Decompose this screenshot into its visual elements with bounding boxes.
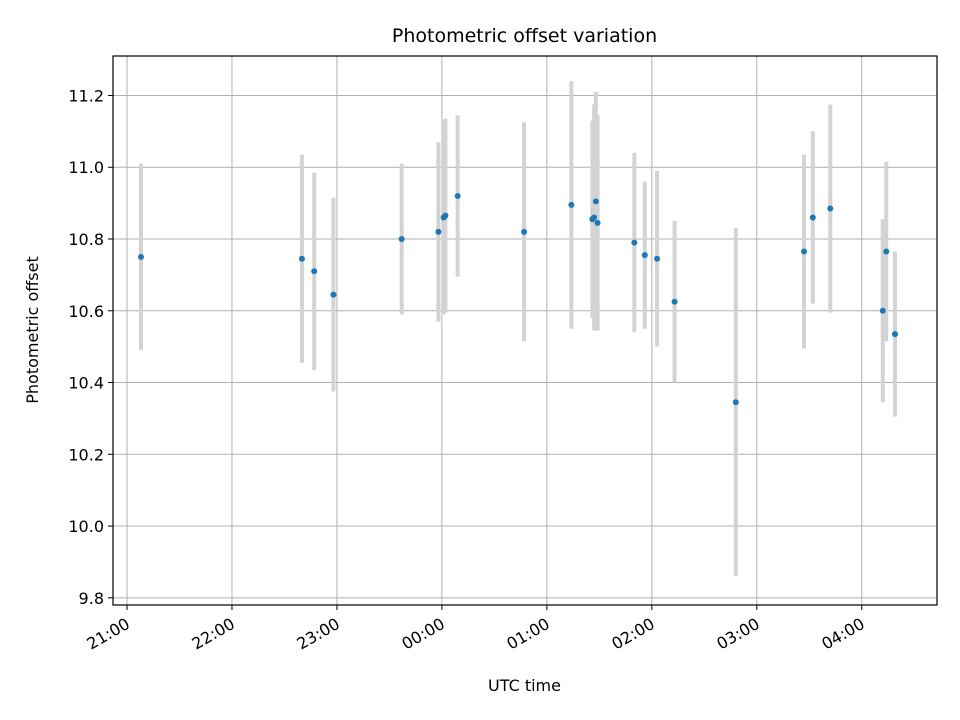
data-point: [892, 331, 899, 338]
x-tick-label: 03:00: [713, 614, 762, 654]
x-tick-label: 01:00: [503, 614, 552, 654]
x-axis-ticks: 21:00 22:00 23:00 00:00 01:00 02:00 03:00 04:00: [84, 605, 868, 654]
data-point: [631, 239, 638, 246]
data-point: [883, 248, 890, 255]
data-point: [398, 236, 405, 242]
y-axis-ticks: 9.8 10.0 10.2 10.4 10.6 10.8 11.0 11.2: [68, 86, 113, 608]
y-tick-label: 10.6: [68, 302, 104, 321]
data-point: [801, 248, 808, 255]
data-point: [454, 192, 461, 199]
data-point: [442, 212, 449, 219]
data-point: [641, 252, 648, 259]
x-tick-label: 02:00: [608, 614, 657, 654]
y-tick-label: 10.8: [68, 230, 104, 249]
data-point: [654, 255, 661, 262]
y-tick-label: 10.0: [68, 517, 104, 536]
y-tick-label: 11.2: [68, 86, 104, 105]
data-point: [298, 255, 305, 262]
data-point: [568, 201, 575, 208]
data-point: [137, 253, 144, 260]
error-bars: [138, 81, 898, 577]
data-point: [671, 298, 678, 305]
data-point: [809, 214, 816, 221]
data-point: [879, 307, 886, 314]
data-points: [137, 192, 899, 406]
data-point: [594, 219, 601, 226]
y-tick-label: 10.4: [68, 374, 104, 393]
y-tick-label: 10.2: [68, 445, 104, 464]
x-tick-label: 21:00: [84, 614, 133, 654]
plot-area-frame: [112, 55, 938, 606]
data-point: [330, 291, 337, 298]
x-tick-label: 04:00: [818, 614, 867, 654]
chart-title: Photometric offset variation: [392, 25, 657, 47]
x-tick-label: 22:00: [189, 614, 238, 654]
x-axis-label: UTC time: [488, 676, 561, 695]
data-point: [591, 214, 598, 221]
data-point: [732, 399, 739, 406]
x-tick-label: 23:00: [294, 614, 343, 654]
y-axis-label: Photometric offset: [23, 256, 42, 404]
data-point: [311, 268, 318, 275]
y-tick-label: 9.8: [79, 589, 104, 608]
data-point: [435, 228, 442, 235]
data-point: [827, 205, 834, 212]
data-point: [592, 198, 599, 205]
data-point: [521, 228, 528, 235]
x-tick-label: 00:00: [398, 614, 447, 654]
y-tick-label: 11.0: [68, 158, 104, 177]
